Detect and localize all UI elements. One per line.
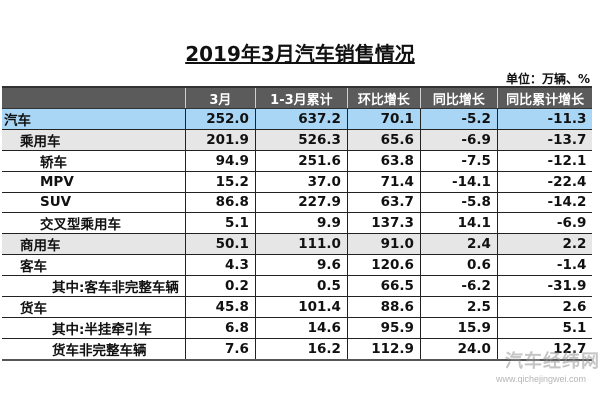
cell-cumulative: 111.0	[254, 233, 348, 255]
table-row: 其中:客车非完整车辆 0.2 0.5 66.5 -6.2 -31.9	[2, 275, 593, 297]
cell-mom-growth: 66.5	[346, 275, 421, 297]
cell-yoy-growth: -6.9	[419, 129, 498, 151]
table-row: SUV 86.8 227.9 63.7 -5.8 -14.2	[2, 191, 593, 213]
cell-cumulative: 637.2	[254, 108, 348, 130]
row-label: 乘用车	[2, 129, 186, 151]
table-row: 客车 4.3 9.6 120.6 0.6 -1.4	[2, 254, 593, 276]
row-label: 商用车	[2, 233, 186, 255]
cell-mom-growth: 95.9	[346, 317, 421, 339]
cell-march: 252.0	[184, 108, 256, 130]
cell-yoy-growth: 14.1	[419, 212, 498, 234]
cell-cumulative: 101.4	[254, 296, 348, 318]
watermark-logo: 汽车经纬网	[505, 351, 600, 372]
cell-mom-growth: 63.8	[346, 150, 421, 172]
cell-march: 4.3	[184, 254, 256, 276]
table-row: 交叉型乘用车 5.1 9.9 137.3 14.1 -6.9	[2, 212, 593, 234]
header-yoy-cumulative-growth: 同比累计增长	[496, 86, 593, 109]
cell-yoy-cumulative-growth: 5.1	[496, 317, 593, 339]
cell-yoy-growth: -5.8	[419, 191, 498, 213]
table-row: MPV 15.2 37.0 71.4 -14.1 -22.4	[2, 171, 593, 193]
cell-cumulative: 16.2	[254, 338, 348, 361]
cell-mom-growth: 120.6	[346, 254, 421, 276]
cell-yoy-cumulative-growth: -13.7	[496, 129, 593, 151]
cell-march: 50.1	[184, 233, 256, 255]
cell-yoy-growth: -6.2	[419, 275, 498, 297]
unit-label: 单位：万辆、%	[505, 72, 590, 86]
cell-cumulative: 9.6	[254, 254, 348, 276]
cell-cumulative: 14.6	[254, 317, 348, 339]
header-march: 3月	[184, 86, 256, 109]
header-mom-growth: 环比增长	[346, 86, 421, 109]
cell-mom-growth: 65.6	[346, 129, 421, 151]
table-row: 商用车 50.1 111.0 91.0 2.4 2.2	[2, 233, 593, 255]
cell-yoy-cumulative-growth: -14.2	[496, 191, 593, 213]
cell-yoy-growth: 0.6	[419, 254, 498, 276]
cell-yoy-cumulative-growth: 2.2	[496, 233, 593, 255]
header-label	[2, 86, 186, 109]
cell-yoy-growth: 2.5	[419, 296, 498, 318]
cell-yoy-growth: -14.1	[419, 171, 498, 193]
cell-yoy-growth: -5.2	[419, 108, 498, 130]
cell-yoy-cumulative-growth: 2.6	[496, 296, 593, 318]
cell-yoy-growth: -7.5	[419, 150, 498, 172]
cell-cumulative: 9.9	[254, 212, 348, 234]
row-label: 客车	[2, 254, 186, 276]
cell-mom-growth: 137.3	[346, 212, 421, 234]
cell-cumulative: 37.0	[254, 171, 348, 193]
cell-mom-growth: 91.0	[346, 233, 421, 255]
cell-yoy-cumulative-growth: -6.9	[496, 212, 593, 234]
cell-mom-growth: 63.7	[346, 191, 421, 213]
page-title: 2019年3月汽车销售情况	[185, 42, 415, 66]
cell-mom-growth: 112.9	[346, 338, 421, 361]
cell-yoy-growth: 2.4	[419, 233, 498, 255]
header-cumulative: 1-3月累计	[254, 86, 348, 109]
cell-mom-growth: 71.4	[346, 171, 421, 193]
cell-march: 7.6	[184, 338, 256, 361]
cell-march: 0.2	[184, 275, 256, 297]
cell-yoy-cumulative-growth: 12.7	[496, 338, 593, 361]
cell-yoy-cumulative-growth: -31.9	[496, 275, 593, 297]
cell-yoy-cumulative-growth: -12.1	[496, 150, 593, 172]
row-label: 轿车	[2, 150, 186, 172]
table-row: 轿车 94.9 251.6 63.8 -7.5 -12.1	[2, 150, 593, 172]
cell-march: 15.2	[184, 171, 256, 193]
row-label: 汽车	[2, 108, 186, 130]
table-header-row: 3月 1-3月累计 环比增长 同比增长 同比累计增长	[2, 86, 593, 109]
row-label: MPV	[2, 171, 186, 193]
row-label: SUV	[2, 191, 186, 213]
table-row: 其中:半挂牵引车 6.8 14.6 95.9 15.9 5.1	[2, 317, 593, 339]
cell-march: 5.1	[184, 212, 256, 234]
cell-yoy-growth: 15.9	[419, 317, 498, 339]
header-yoy-growth: 同比增长	[419, 86, 498, 109]
cell-march: 86.8	[184, 191, 256, 213]
row-label: 其中:半挂牵引车	[2, 317, 186, 339]
cell-yoy-cumulative-growth: -11.3	[496, 108, 593, 130]
sales-table: 3月 1-3月累计 环比增长 同比增长 同比累计增长 汽车 252.0 637.2 7…	[2, 86, 593, 361]
row-label: 货车非完整车辆	[2, 338, 186, 361]
table-row: 汽车 252.0 637.2 70.1 -5.2 -11.3	[2, 108, 593, 130]
cell-march: 201.9	[184, 129, 256, 151]
cell-cumulative: 526.3	[254, 129, 348, 151]
cell-yoy-growth: 24.0	[419, 338, 498, 361]
cell-yoy-cumulative-growth: -1.4	[496, 254, 593, 276]
table-row: 货车 45.8 101.4 88.6 2.5 2.6	[2, 296, 593, 318]
cell-cumulative: 251.6	[254, 150, 348, 172]
row-label: 交叉型乘用车	[2, 212, 186, 234]
cell-march: 94.9	[184, 150, 256, 172]
cell-march: 6.8	[184, 317, 256, 339]
cell-cumulative: 0.5	[254, 275, 348, 297]
table-row: 乘用车 201.9 526.3 65.6 -6.9 -13.7	[2, 129, 593, 151]
cell-cumulative: 227.9	[254, 191, 348, 213]
cell-yoy-cumulative-growth: -22.4	[496, 171, 593, 193]
row-label: 其中:客车非完整车辆	[2, 275, 186, 297]
cell-mom-growth: 70.1	[346, 108, 421, 130]
watermark-url: www.qichejingwei.com	[496, 374, 587, 384]
table-row: 货车非完整车辆 7.6 16.2 112.9 24.0 12.7	[2, 338, 593, 361]
cell-mom-growth: 88.6	[346, 296, 421, 318]
row-label: 货车	[2, 296, 186, 318]
cell-march: 45.8	[184, 296, 256, 318]
